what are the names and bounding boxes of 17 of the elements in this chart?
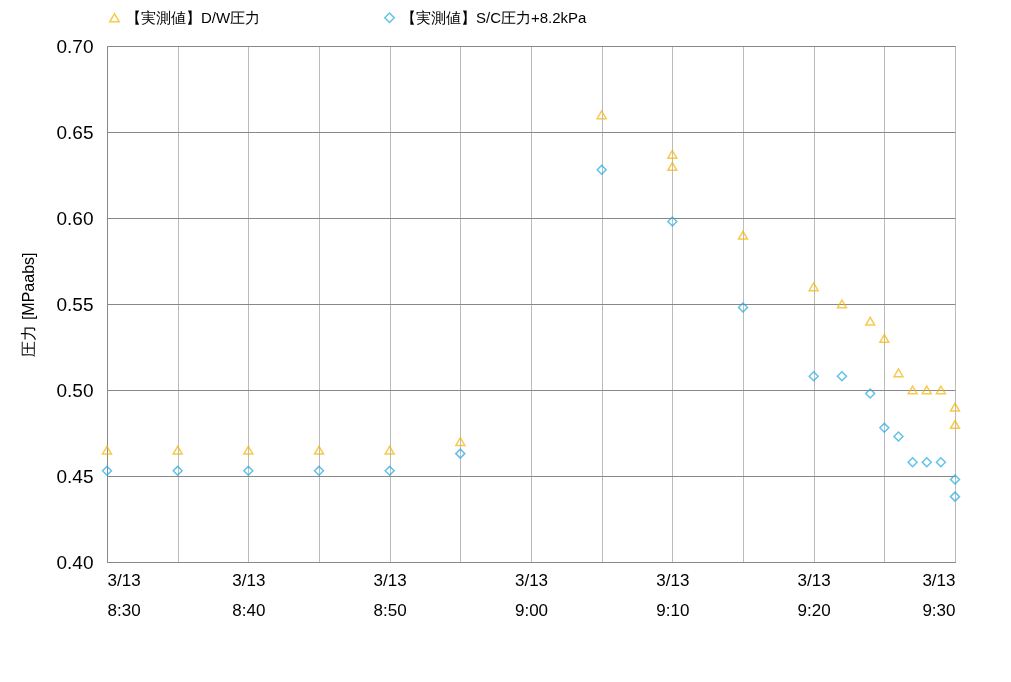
legend-label: 【実測値】S/C圧力+8.2kPa — [401, 8, 588, 26]
x-tick-label: 3/13 9:10 — [656, 570, 690, 620]
x-tick-label: 3/13 8:40 — [232, 570, 266, 620]
legend-label: 【実測値】D/W圧力 — [126, 8, 261, 26]
x-tick-label: 3/13 8:50 — [373, 570, 407, 620]
x-tick-label: 3/13 9:30 — [922, 570, 956, 620]
y-tick-label: 0.50 — [56, 379, 94, 401]
y-tick-label: 0.45 — [56, 465, 94, 487]
x-tick-label: 3/13 9:00 — [514, 570, 549, 620]
y-tick-label: 0.65 — [56, 121, 94, 143]
y-tick-label: 0.60 — [56, 207, 94, 229]
x-tick-label: 3/13 9:20 — [797, 570, 831, 620]
y-tick-label: 0.55 — [56, 293, 94, 315]
y-tick-label: 0.70 — [56, 35, 94, 57]
y-axis-title: 圧力 [MPaabs] — [19, 252, 37, 357]
x-tick-label: 3/13 8:30 — [107, 570, 141, 620]
y-tick-label: 0.40 — [56, 551, 94, 573]
